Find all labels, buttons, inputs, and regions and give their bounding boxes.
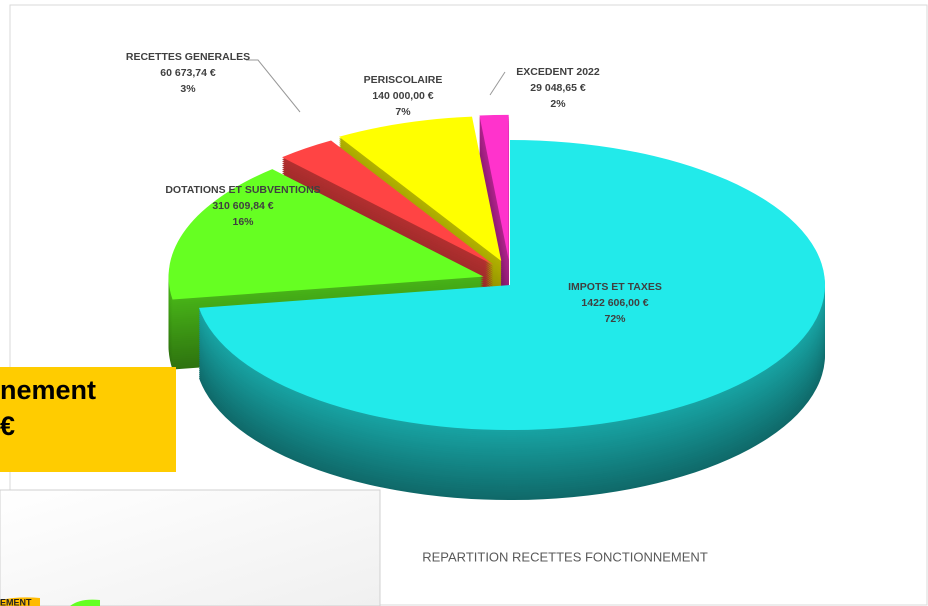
small-slice — [0, 597, 40, 606]
slice — [282, 140, 494, 265]
category-label: PERISCOLAIRE — [364, 74, 443, 86]
info-box — [0, 367, 176, 472]
percent-label: 3% — [180, 83, 196, 95]
category-label: IMPOTS ET TAXES — [568, 281, 662, 293]
category-label: EXCEDENT 2022 — [516, 66, 600, 78]
percent-label: 7% — [395, 106, 411, 118]
leader-line — [246, 59, 301, 113]
slice — [479, 114, 509, 260]
value-label: 60 673,74 € — [160, 67, 216, 79]
box-text: nement — [0, 375, 96, 405]
small-slice — [70, 599, 100, 606]
slice — [168, 169, 484, 300]
chart-title: REPARTITION RECETTES FONCTIONNEMENT — [422, 549, 708, 564]
value-label: 310 609,84 € — [212, 200, 273, 212]
slice — [339, 116, 502, 262]
value-label: 140 000,00 € — [372, 90, 433, 102]
slice — [198, 140, 825, 430]
box-text: € — [0, 411, 15, 441]
panel-label: EMENT — [0, 597, 32, 606]
percent-label: 72% — [604, 313, 626, 325]
percent-label: 16% — [232, 216, 254, 228]
pie — [168, 114, 825, 501]
leader-line — [489, 71, 506, 96]
value-label: 1422 606,00 € — [581, 297, 648, 309]
category-label: DOTATIONS ET SUBVENTIONS — [165, 184, 320, 196]
small-chart-panel — [0, 489, 381, 606]
category-label: RECETTES GENERALES — [126, 51, 250, 63]
percent-label: 2% — [550, 98, 566, 110]
value-label: 29 048,65 € — [530, 82, 586, 94]
